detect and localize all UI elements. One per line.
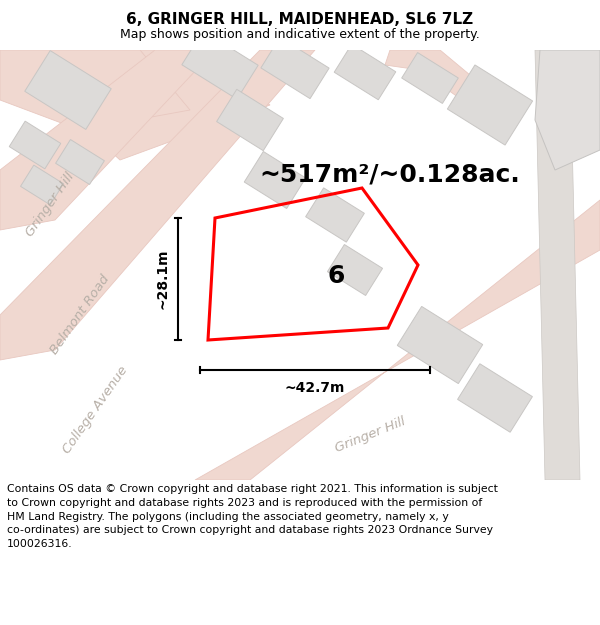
Polygon shape (195, 200, 600, 480)
Polygon shape (56, 139, 104, 184)
Polygon shape (334, 44, 396, 100)
Polygon shape (0, 50, 270, 160)
Polygon shape (305, 188, 364, 242)
Polygon shape (458, 364, 532, 432)
Text: Gringer Hill: Gringer Hill (23, 171, 77, 239)
Polygon shape (25, 51, 111, 129)
Text: Belmont Road: Belmont Road (48, 273, 112, 357)
Polygon shape (217, 89, 283, 151)
Text: ~42.7m: ~42.7m (285, 381, 345, 395)
Text: ~517m²/~0.128ac.: ~517m²/~0.128ac. (260, 163, 520, 187)
Polygon shape (328, 244, 383, 296)
Text: College Avenue: College Avenue (60, 364, 130, 456)
Text: Contains OS data © Crown copyright and database right 2021. This information is : Contains OS data © Crown copyright and d… (7, 484, 498, 549)
Text: Gringer Hill: Gringer Hill (333, 415, 407, 455)
Polygon shape (0, 50, 185, 90)
Polygon shape (535, 50, 580, 480)
Polygon shape (9, 121, 61, 169)
Text: 6: 6 (328, 264, 345, 288)
Text: ~28.1m: ~28.1m (156, 249, 170, 309)
Polygon shape (0, 50, 215, 230)
Polygon shape (0, 50, 315, 360)
Polygon shape (182, 31, 258, 99)
Text: 6, GRINGER HILL, MAIDENHEAD, SL6 7LZ: 6, GRINGER HILL, MAIDENHEAD, SL6 7LZ (127, 12, 473, 28)
Polygon shape (397, 306, 483, 384)
Polygon shape (244, 151, 306, 209)
Polygon shape (20, 165, 64, 205)
Polygon shape (385, 50, 500, 120)
Polygon shape (261, 38, 329, 99)
Polygon shape (0, 50, 190, 130)
Text: Map shows position and indicative extent of the property.: Map shows position and indicative extent… (120, 28, 480, 41)
Polygon shape (535, 50, 600, 170)
Polygon shape (401, 52, 458, 104)
Polygon shape (448, 65, 533, 145)
